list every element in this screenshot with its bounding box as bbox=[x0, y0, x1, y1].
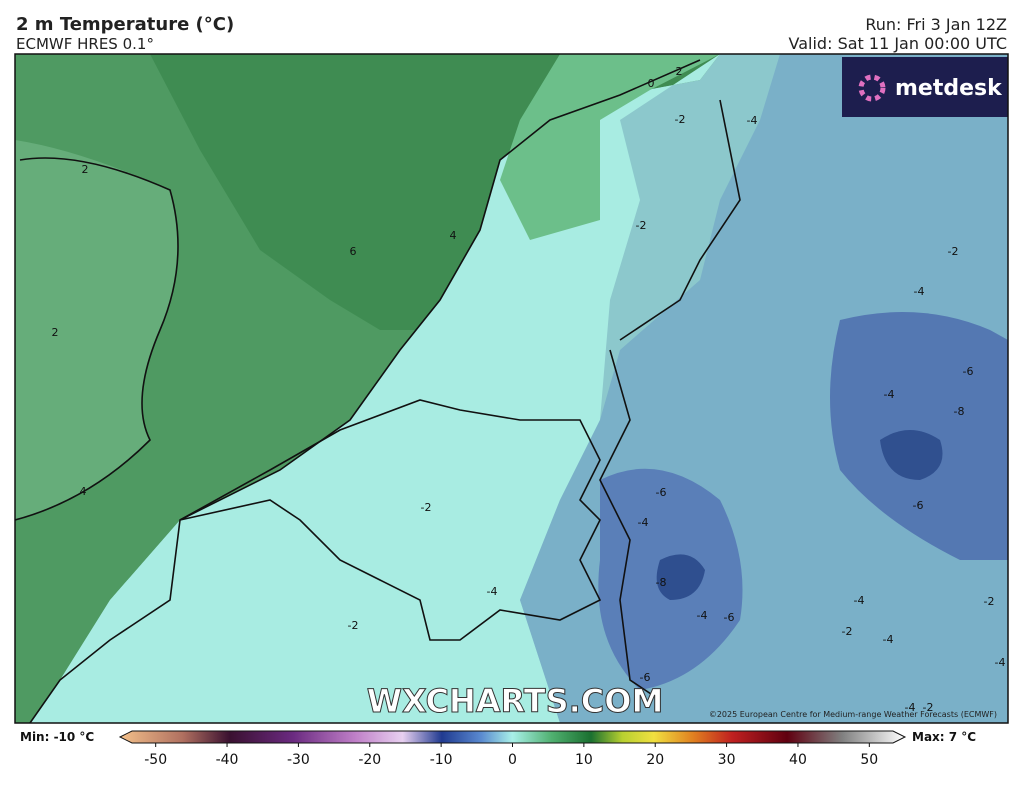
contour-label: 2 bbox=[52, 326, 59, 339]
colorbar: -50 -40 -30 -20 -10 0 10 20 30 40 50 bbox=[118, 730, 907, 768]
logo-text: metdesk bbox=[895, 76, 1003, 101]
contour-label: -4 bbox=[884, 388, 895, 401]
title: 2 m Temperature (°C) bbox=[16, 14, 234, 35]
contour-label: -4 bbox=[697, 609, 708, 622]
contour-label: -2 bbox=[984, 595, 995, 608]
contour-label: 6 bbox=[350, 245, 357, 258]
contour-label: 2 bbox=[676, 65, 683, 78]
contour-label: -6 bbox=[656, 486, 667, 499]
colorbar-tick-label: 0 bbox=[508, 752, 517, 768]
logo-icon bbox=[858, 74, 886, 102]
min-label: Min: -10 °C bbox=[20, 730, 94, 744]
colorbar-bar bbox=[118, 730, 907, 744]
contour-label: 2 bbox=[82, 163, 89, 176]
contour-label: -4 bbox=[905, 701, 916, 714]
contour-label: -2 bbox=[923, 701, 934, 714]
border bbox=[179, 399, 602, 641]
contour-label: -8 bbox=[954, 405, 965, 418]
map-frame bbox=[14, 53, 1009, 724]
contour-label: -6 bbox=[724, 611, 735, 624]
contour-label: 0 bbox=[648, 77, 655, 90]
contour-label: 4 bbox=[80, 485, 87, 498]
colorbar-tick-label: -30 bbox=[287, 752, 310, 768]
contour-label: -2 bbox=[348, 619, 359, 632]
contour-label: -4 bbox=[883, 633, 894, 646]
cold-core-south bbox=[656, 554, 705, 600]
colorbar-tick-label: 10 bbox=[575, 752, 593, 768]
contour-label: -2 bbox=[948, 245, 959, 258]
contour-label: -6 bbox=[963, 365, 974, 378]
contour-label: -4 bbox=[854, 594, 865, 607]
max-label: Max: 7 °C bbox=[912, 730, 976, 744]
colorbar-tick-label: 30 bbox=[718, 752, 736, 768]
contour-label: -2 bbox=[842, 625, 853, 638]
border-east bbox=[599, 99, 741, 701]
colorbar-tick-label: 40 bbox=[789, 752, 807, 768]
contour-label: -6 bbox=[913, 499, 924, 512]
watermark: WXCHARTS.COM bbox=[367, 682, 664, 720]
contour-label: -2 bbox=[636, 219, 647, 232]
colorbar-tick-label: -50 bbox=[144, 752, 167, 768]
colorbar-tick-label: -10 bbox=[430, 752, 453, 768]
contour-label: -4 bbox=[995, 656, 1006, 669]
colorbar-tick-label: 50 bbox=[860, 752, 878, 768]
colorbar-tick-label: -40 bbox=[216, 752, 239, 768]
cold-core-east bbox=[880, 430, 943, 480]
contour-label: -2 bbox=[675, 113, 686, 126]
coastline bbox=[15, 59, 701, 723]
contour-label: -4 bbox=[487, 585, 498, 598]
contour-label: -4 bbox=[747, 114, 758, 127]
valid: Valid: Sat 11 Jan 00:00 UTC bbox=[789, 34, 1007, 53]
uk-land bbox=[15, 140, 178, 520]
copyright: ©2025 European Centre for Medium-range W… bbox=[709, 710, 997, 719]
coast-band bbox=[500, 54, 720, 240]
model: ECMWF HRES 0.1° bbox=[16, 35, 154, 53]
contour-label: -2 bbox=[421, 501, 432, 514]
contour-label: -8 bbox=[656, 576, 667, 589]
contour-labels: 2 6 4 2 4 2 0 -2 -4 -2 -2 -4 -6 -4 -8 -2 -6 -4 -6 -8 -4 -4 -6 -… bbox=[52, 65, 1006, 714]
run: Run: Fri 3 Jan 12Z bbox=[865, 15, 1007, 34]
colorbar-tick-label: 20 bbox=[646, 752, 664, 768]
contour-label: -4 bbox=[638, 516, 649, 529]
logo-box bbox=[842, 57, 1008, 117]
map: 2 6 4 2 4 2 0 -2 -4 -2 -2 -4 -6 -4 -8 -2 -6 -4 -6 -8 -4 -4 -6 -… bbox=[15, 54, 1008, 723]
colorbar-tick-label: -20 bbox=[358, 752, 381, 768]
contour-label: -6 bbox=[640, 671, 651, 684]
contour-label: 4 bbox=[450, 229, 457, 242]
contour-label: -4 bbox=[914, 285, 925, 298]
